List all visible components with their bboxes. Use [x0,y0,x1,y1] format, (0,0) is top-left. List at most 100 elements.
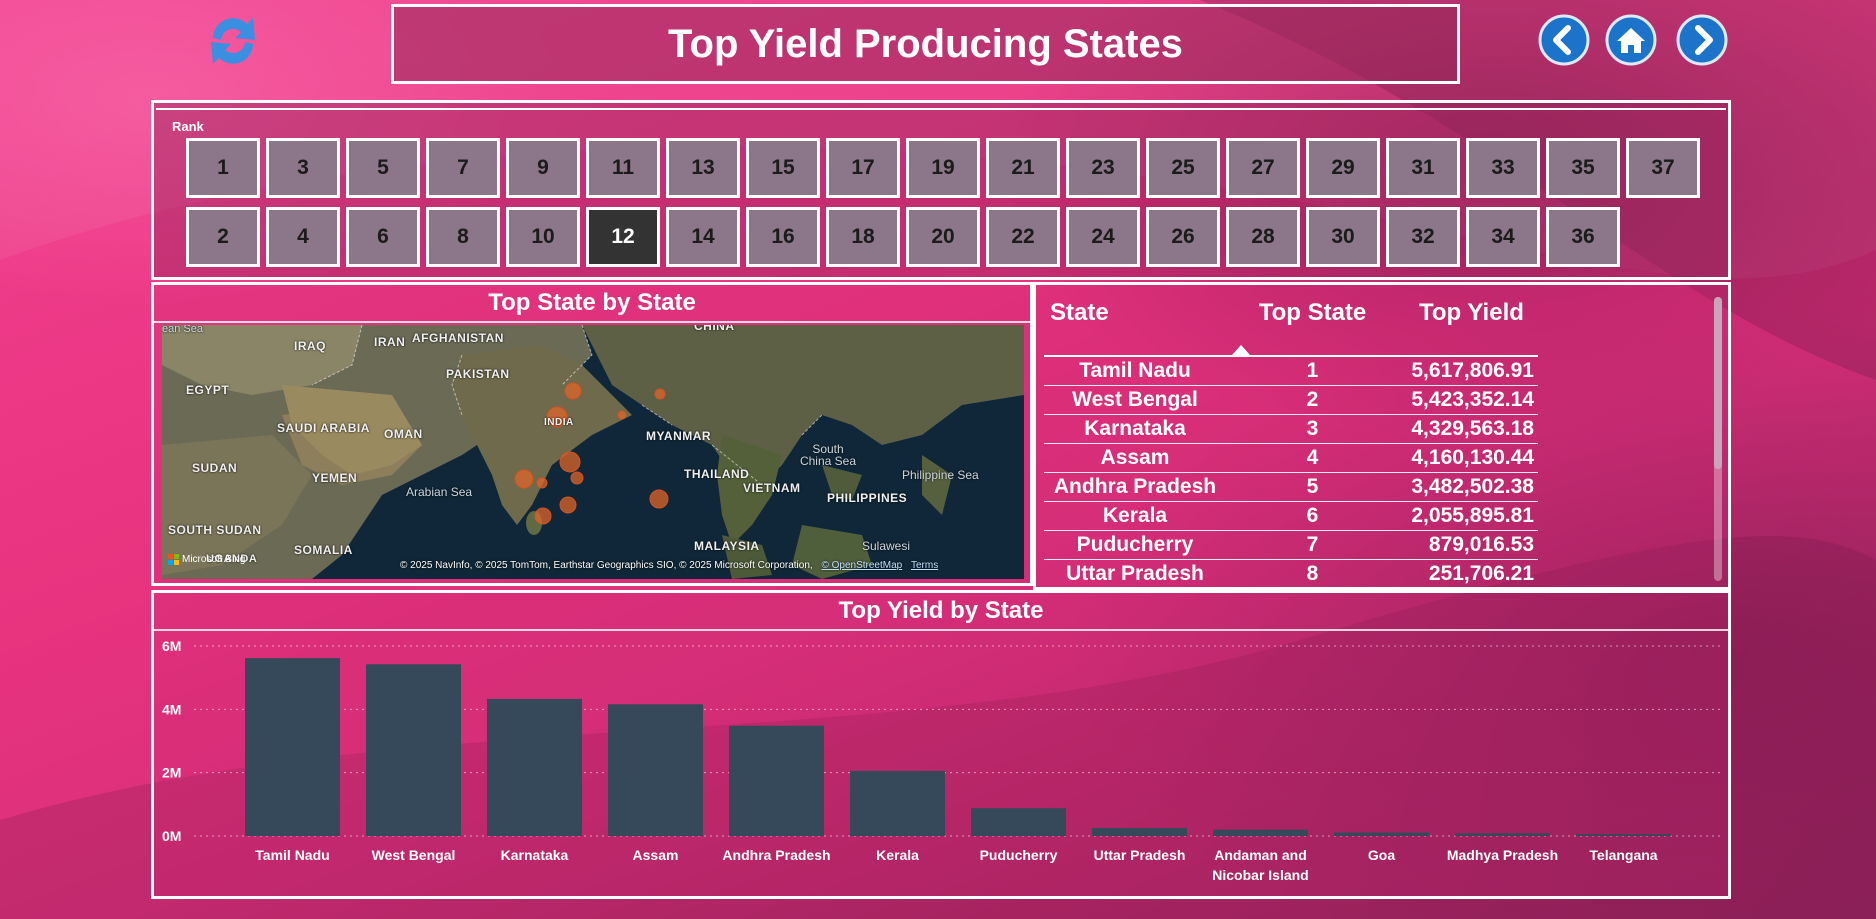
x-tick-label: Telangana [1589,847,1657,863]
chart-title: Top Yield by State [154,593,1728,631]
table-row[interactable]: Andhra Pradesh 5 3,482,502.38 [1044,473,1538,502]
forward-button[interactable] [1676,14,1728,66]
bar-madhya-pradesh[interactable] [1455,833,1550,836]
bar-goa[interactable] [1334,832,1429,836]
cell-top-yield: 2,055,895.81 [1411,504,1534,527]
openstreetmap-link[interactable]: © OpenStreetMap [821,560,903,571]
home-button[interactable] [1605,14,1657,66]
rank-button-33[interactable]: 33 [1466,138,1540,198]
rank-button-32[interactable]: 32 [1386,207,1460,267]
map-view[interactable]: ean Sea IRAQ IRAN AFGHANISTAN CHINA PAKI… [162,325,1024,579]
bar-west-bengal[interactable] [366,664,461,836]
bar-andaman-and-nicobar-island[interactable] [1213,829,1308,836]
rank-button-11[interactable]: 11 [586,138,660,198]
refresh-icon [211,18,255,64]
rank-button-13[interactable]: 13 [666,138,740,198]
rank-button-18[interactable]: 18 [826,207,900,267]
header-top-state[interactable]: Top State [1258,299,1367,326]
table-row[interactable]: Tamil Nadu 1 5,617,806.91 [1044,357,1538,386]
rank-button-6[interactable]: 6 [346,207,420,267]
table-row[interactable]: Kerala 6 2,055,895.81 [1044,502,1538,531]
terms-link[interactable]: Terms [910,560,939,571]
header-top-yield[interactable]: Top Yield [1419,299,1524,326]
bar-puducherry[interactable] [971,808,1066,836]
cell-state: Puducherry [1076,533,1194,556]
rank-button-4[interactable]: 4 [266,207,340,267]
rank-button-35[interactable]: 35 [1546,138,1620,198]
table-scrollbar[interactable] [1714,297,1722,581]
cell-top-yield: 4,329,563.18 [1411,417,1534,440]
rank-button-1[interactable]: 1 [186,138,260,198]
map-terrain [162,325,1024,579]
cell-top-state: 1 [1306,359,1319,382]
map-label-south-china-sea: South China Sea [799,442,857,468]
rank-button-37[interactable]: 37 [1626,138,1700,198]
cell-top-state: 6 [1306,504,1319,527]
y-tick-label: 2M [162,765,181,781]
rank-button-36[interactable]: 36 [1546,207,1620,267]
rank-button-34[interactable]: 34 [1466,207,1540,267]
rank-button-16[interactable]: 16 [746,207,820,267]
rank-button-19[interactable]: 19 [906,138,980,198]
microsoft-logo-icon [168,554,179,565]
table-row[interactable]: West Bengal 2 5,423,352.14 [1044,386,1538,415]
x-tick-label: Andhra Pradesh [722,847,830,863]
rank-button-22[interactable]: 22 [986,207,1060,267]
rank-button-23[interactable]: 23 [1066,138,1140,198]
map-label-iran: IRAN [374,335,406,349]
rank-button-28[interactable]: 28 [1226,207,1300,267]
rank-button-10[interactable]: 10 [506,207,580,267]
cell-top-state: 2 [1306,388,1319,411]
rank-button-24[interactable]: 24 [1066,207,1140,267]
refresh-button[interactable] [205,10,261,70]
scrollbar-thumb[interactable] [1714,297,1722,469]
map-title: Top State by State [154,285,1030,323]
rank-button-29[interactable]: 29 [1306,138,1380,198]
bar-uttar-pradesh[interactable] [1092,828,1187,836]
map-label-south-sudan: SOUTH SUDAN [168,523,262,537]
rank-button-14[interactable]: 14 [666,207,740,267]
rank-button-30[interactable]: 30 [1306,207,1380,267]
cell-top-yield: 879,016.53 [1428,533,1534,556]
rank-button-17[interactable]: 17 [826,138,900,198]
rank-button-9[interactable]: 9 [506,138,580,198]
rank-button-2[interactable]: 2 [186,207,260,267]
rank-button-3[interactable]: 3 [266,138,340,198]
cell-state: Karnataka [1084,417,1186,440]
bar-telangana[interactable] [1576,834,1671,836]
map-label-mean-sea: ean Sea [162,325,203,335]
table-row[interactable]: Assam 4 4,160,130.44 [1044,444,1538,473]
back-button[interactable] [1538,14,1590,66]
table-row[interactable]: Karnataka 3 4,329,563.18 [1044,415,1538,444]
bar-tamil-nadu[interactable] [245,658,340,836]
map-label-egypt: EGYPT [186,383,230,397]
bar-chart: 0M 2M 4M 6M Tamil Nadu West Bengal Karnataka As… [162,638,1724,883]
rank-button-12[interactable]: 12 [586,207,660,267]
rank-button-26[interactable]: 26 [1146,207,1220,267]
table-row[interactable]: Puducherry 7 879,016.53 [1044,531,1538,560]
slicer-label: Rank [172,119,204,134]
cell-top-state: 7 [1306,533,1319,556]
rank-button-20[interactable]: 20 [906,207,980,267]
rank-button-25[interactable]: 25 [1146,138,1220,198]
bar-andhra-pradesh[interactable] [729,725,824,836]
bar-assam[interactable] [608,704,703,836]
x-tick-label: Madhya Pradesh [1447,847,1558,863]
table-row[interactable]: Uttar Pradesh 8 251,706.21 [1044,560,1538,589]
rank-button-15[interactable]: 15 [746,138,820,198]
bing-logo: Microsoft Bing [168,554,245,565]
map-label-oman: OMAN [384,427,423,441]
y-tick-label: 0M [162,828,181,844]
rank-button-5[interactable]: 5 [346,138,420,198]
rank-button-7[interactable]: 7 [426,138,500,198]
rank-button-8[interactable]: 8 [426,207,500,267]
bar-kerala[interactable] [850,770,945,836]
rank-button-31[interactable]: 31 [1386,138,1460,198]
rank-button-27[interactable]: 27 [1226,138,1300,198]
x-tick-label: Andaman and Nicobar Island [1212,847,1308,883]
rank-button-21[interactable]: 21 [986,138,1060,198]
bar-karnataka[interactable] [487,698,582,836]
table-panel: State Top State Top Yield Tamil Nadu 1 5,6… [1033,282,1731,590]
header-state[interactable]: State [1050,299,1109,326]
chevron-right-icon [1676,14,1728,66]
